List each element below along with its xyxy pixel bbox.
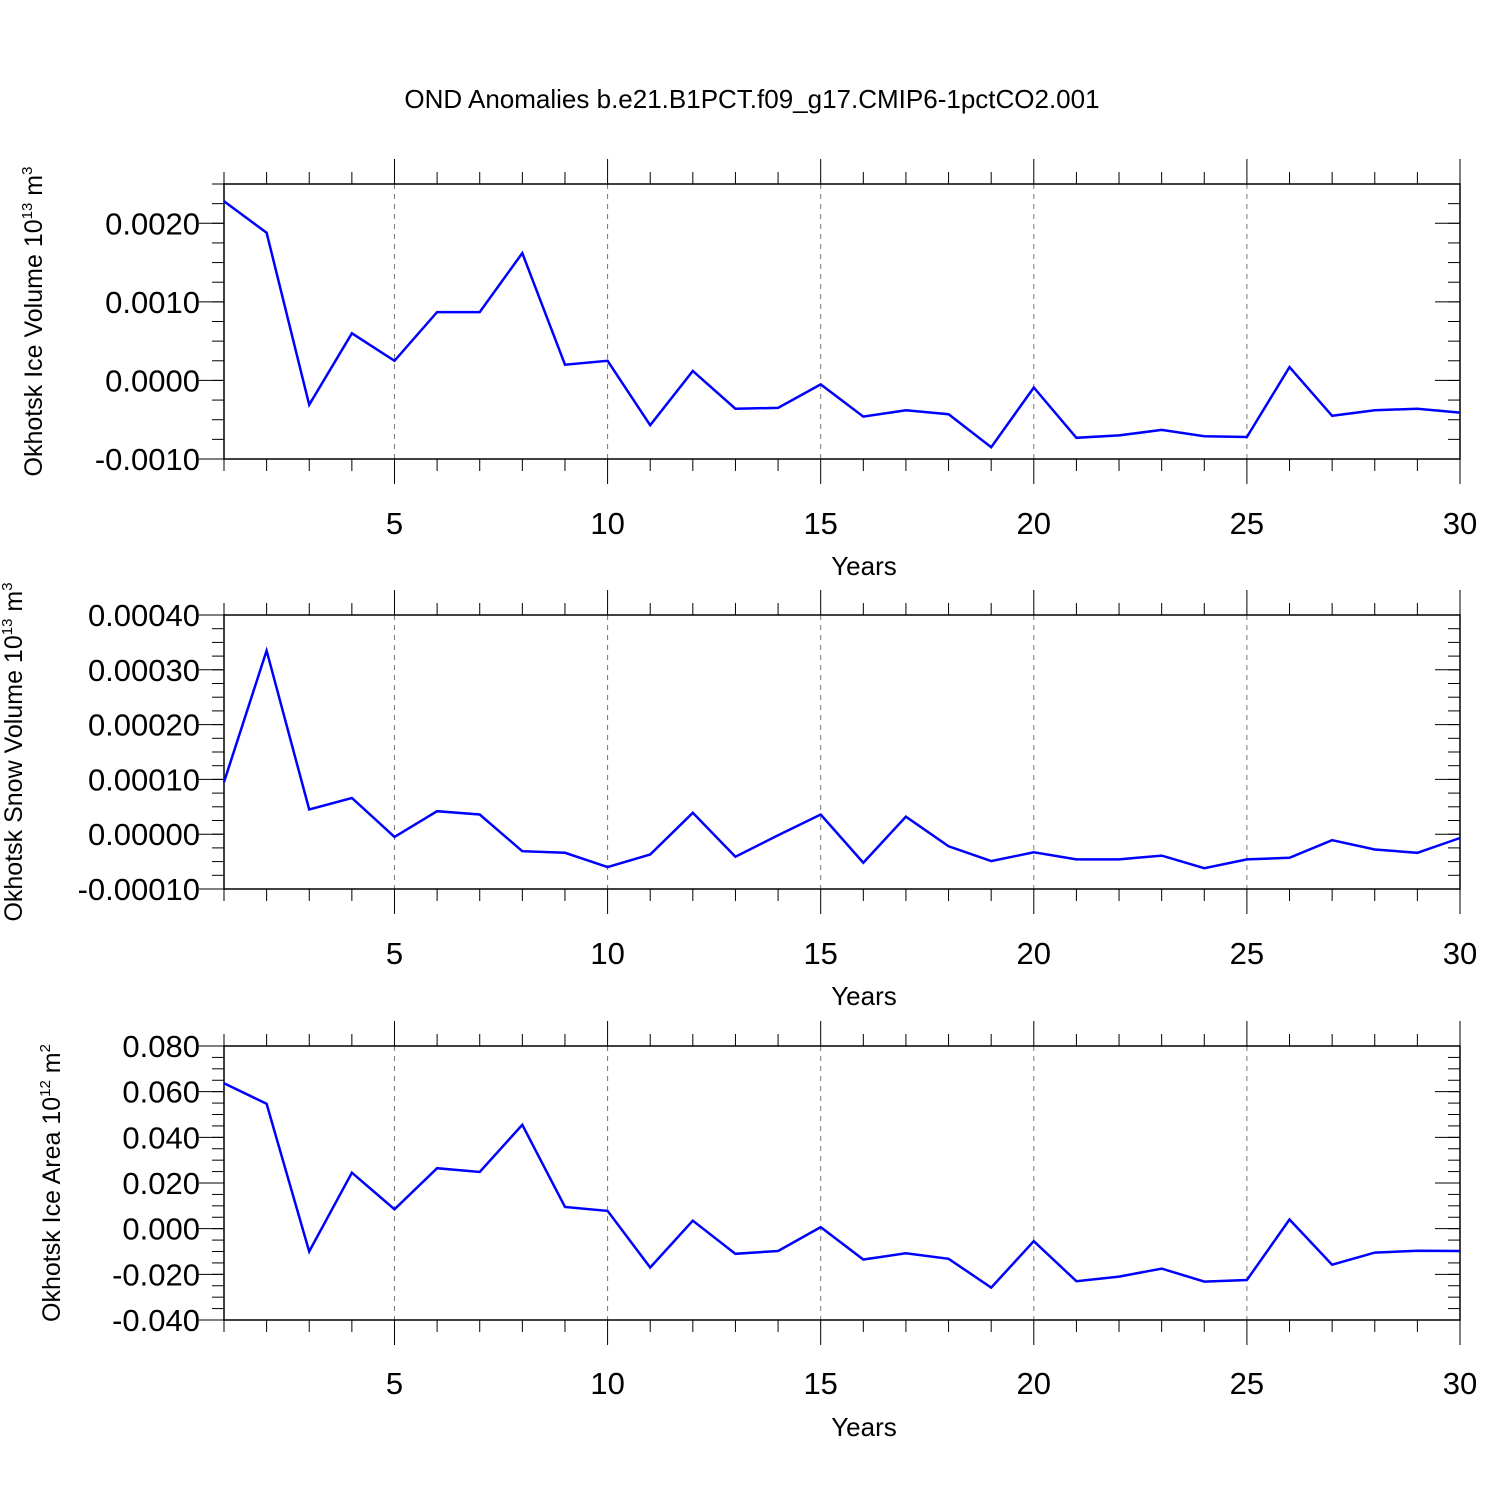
y-tick-label: -0.0010 <box>95 442 200 477</box>
x-tick-label: 30 <box>1443 506 1477 541</box>
x-tick-label: 5 <box>386 1366 403 1401</box>
y-tick-label: 0.0000 <box>105 363 200 398</box>
x-tick-label: 5 <box>386 936 403 971</box>
y-tick-label: 0.00020 <box>88 708 200 743</box>
x-tick-label: 10 <box>590 936 624 971</box>
series-line <box>223 200 1461 449</box>
x-axis-label: Years <box>831 981 897 1011</box>
series-line <box>222 646 1461 870</box>
x-tick-label: 10 <box>590 1366 624 1401</box>
y-tick-label: 0.000 <box>122 1212 200 1247</box>
y-tick-label: 0.00000 <box>88 817 200 852</box>
y-tick-label: 0.00010 <box>88 762 200 797</box>
y-axis-label: Okhotsk Ice Volume 1013 m3 <box>19 167 48 477</box>
y-tick-label: 0.0010 <box>105 285 200 320</box>
y-tick-label: -0.020 <box>112 1257 200 1292</box>
y-tick-label: -0.040 <box>112 1303 200 1338</box>
x-tick-label: 20 <box>1017 1366 1051 1401</box>
y-tick-label: 0.020 <box>122 1166 200 1201</box>
y-tick-label: -0.00010 <box>78 872 200 907</box>
x-tick-label: 5 <box>386 506 403 541</box>
x-tick-label: 15 <box>803 506 837 541</box>
y-tick-label: 0.00040 <box>88 598 200 633</box>
x-tick-label: 20 <box>1017 936 1051 971</box>
x-axis-label: Years <box>831 1412 897 1442</box>
x-tick-label: 25 <box>1230 506 1264 541</box>
x-tick-label: 30 <box>1443 1366 1477 1401</box>
x-tick-label: 30 <box>1443 936 1477 971</box>
y-axis-label: Okhotsk Ice Area 1012 m2 <box>37 1044 66 1322</box>
y-tick-label: 0.060 <box>122 1075 200 1110</box>
x-axis-label: Years <box>831 551 897 581</box>
series-line <box>223 1082 1461 1290</box>
y-tick-label: 0.00030 <box>88 653 200 688</box>
x-tick-label: 25 <box>1230 936 1264 971</box>
x-tick-label: 15 <box>803 1366 837 1401</box>
panel-snow-volume: -0.00010 0.00000 0.00010 0.00020 0.00030 0.00… <box>0 582 1477 1011</box>
panel-ice-volume: -0.0010 0.0000 0.0010 0.0020 5 10 15 20 25 30 Year… <box>19 159 1477 581</box>
x-tick-label: 20 <box>1017 506 1051 541</box>
y-tick-label: 0.080 <box>122 1029 200 1064</box>
y-tick-label: 0.040 <box>122 1120 200 1155</box>
x-tick-label: 15 <box>803 936 837 971</box>
y-axis-label: Okhotsk Snow Volume 1013 m3 <box>0 582 28 921</box>
y-tick-label: 0.0020 <box>105 206 200 241</box>
panel-ice-area: -0.040 -0.020 0.000 0.020 0.040 0.060 0.080 5 10… <box>37 1021 1477 1442</box>
x-tick-label: 10 <box>590 506 624 541</box>
figure-title: OND Anomalies b.e21.B1PCT.f09_g17.CMIP6-… <box>404 84 1099 114</box>
x-tick-label: 25 <box>1230 1366 1264 1401</box>
